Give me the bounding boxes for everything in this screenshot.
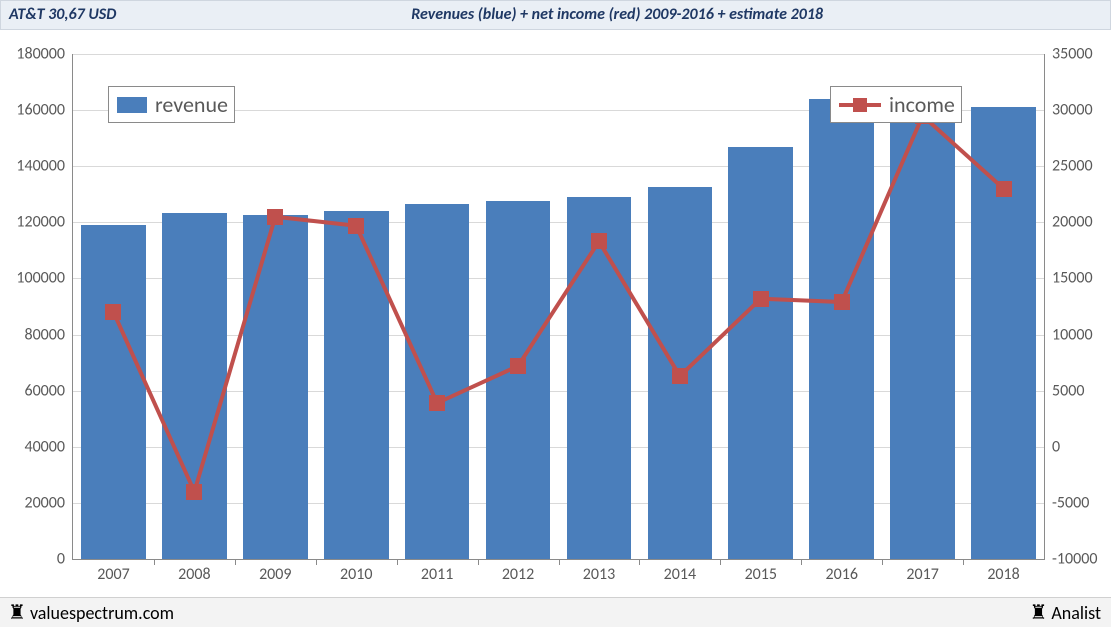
plot-area: 0200004000060000800001000001200001400001… — [72, 54, 1045, 560]
x-tick — [235, 559, 236, 565]
income-marker — [834, 294, 850, 310]
y-left-tick-label: 0 — [5, 550, 65, 569]
income-marker — [429, 395, 445, 411]
y-right-tick-label: -5000 — [1052, 493, 1089, 512]
y-left-tick-label: 20000 — [5, 493, 65, 512]
legend-swatch — [117, 97, 147, 113]
income-marker — [591, 233, 607, 249]
x-tick — [397, 559, 398, 565]
y-left-tick-label: 40000 — [5, 437, 65, 456]
legend-swatch — [839, 96, 881, 114]
x-tick — [963, 559, 964, 565]
y-left-tick-label: 160000 — [5, 101, 65, 120]
x-tick-label: 2015 — [745, 565, 777, 584]
income-marker — [105, 304, 121, 320]
x-tick — [559, 559, 560, 565]
income-marker — [267, 209, 283, 225]
y-right-tick-label: 10000 — [1052, 325, 1093, 344]
legend-label: income — [889, 91, 955, 118]
x-tick — [801, 559, 802, 565]
y-right-tick-label: -10000 — [1052, 550, 1097, 569]
y-right-tick-label: 20000 — [1052, 213, 1093, 232]
income-marker — [510, 358, 526, 374]
income-line — [113, 116, 1003, 492]
header-subtitle: Revenues (blue) + net income (red) 2009-… — [124, 1, 1110, 29]
y-left-tick-label: 180000 — [5, 45, 65, 64]
y-right-tick-label: 0 — [1052, 437, 1060, 456]
header-left-title: AT&T 30,67 USD — [1, 1, 124, 29]
income-line-svg — [73, 54, 1044, 559]
y-right-tick-label: 15000 — [1052, 269, 1093, 288]
x-tick-label: 2010 — [340, 565, 372, 584]
chart-header: AT&T 30,67 USD Revenues (blue) + net inc… — [0, 0, 1111, 30]
y-right-tick-label: 25000 — [1052, 157, 1093, 176]
footer-right: ♜ Analist — [1021, 602, 1101, 624]
y-left-tick-label: 100000 — [5, 269, 65, 288]
x-tick — [316, 559, 317, 565]
income-marker — [348, 218, 364, 234]
rook-icon: ♜ — [1029, 603, 1047, 623]
chart-footer: ♜ valuespectrum.com ♜ Analist — [0, 597, 1111, 627]
x-tick-label: 2018 — [987, 565, 1019, 584]
legend-income: income — [830, 86, 962, 123]
y-left-tick-label: 60000 — [5, 381, 65, 400]
footer-left-text: valuespectrum.com — [30, 602, 174, 624]
x-tick — [720, 559, 721, 565]
chart-area: 0200004000060000800001000001200001400001… — [0, 30, 1111, 597]
x-tick — [639, 559, 640, 565]
x-tick-label: 2009 — [259, 565, 291, 584]
x-tick-label: 2013 — [583, 565, 615, 584]
rook-icon: ♜ — [8, 603, 26, 623]
x-tick-label: 2012 — [502, 565, 534, 584]
footer-right-text: Analist — [1051, 602, 1101, 624]
y-left-tick-label: 140000 — [5, 157, 65, 176]
x-tick-label: 2008 — [178, 565, 210, 584]
legend-label: revenue — [155, 91, 228, 118]
y-right-tick-label: 30000 — [1052, 101, 1093, 120]
x-tick — [882, 559, 883, 565]
income-marker — [996, 181, 1012, 197]
x-tick-label: 2017 — [906, 565, 938, 584]
x-tick-label: 2007 — [97, 565, 129, 584]
y-right-tick-label: 35000 — [1052, 45, 1093, 64]
x-tick-label: 2014 — [664, 565, 696, 584]
y-right-tick-label: 5000 — [1052, 381, 1084, 400]
legend-revenue: revenue — [108, 86, 235, 123]
x-tick-label: 2011 — [421, 565, 453, 584]
x-tick — [154, 559, 155, 565]
x-tick-label: 2016 — [825, 565, 857, 584]
y-left-tick-label: 80000 — [5, 325, 65, 344]
x-tick — [478, 559, 479, 565]
income-marker — [753, 291, 769, 307]
y-left-tick-label: 120000 — [5, 213, 65, 232]
income-marker — [672, 368, 688, 384]
income-marker — [186, 484, 202, 500]
